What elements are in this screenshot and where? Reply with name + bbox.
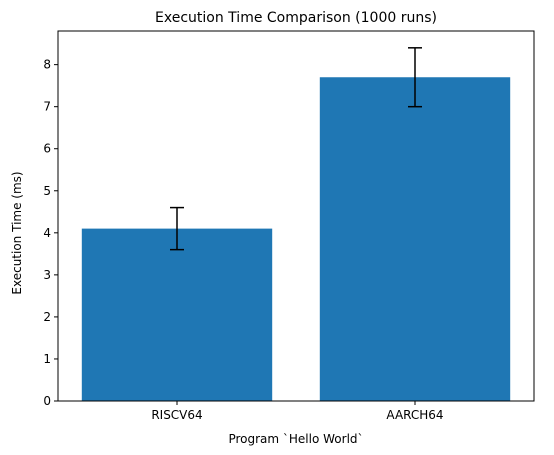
axes-frame [57, 30, 535, 402]
y-tick-label: 2 [43, 310, 51, 324]
y-tick-label: 4 [43, 226, 51, 240]
y-tick-label: 5 [43, 184, 51, 198]
x-tick-label-aarch64: AARCH64 [386, 408, 443, 422]
bar-riscv64 [81, 228, 273, 401]
bar-aarch64 [319, 77, 511, 401]
y-axis-label: Execution Time (ms) [10, 171, 24, 294]
y-tick-label: 6 [43, 142, 51, 156]
chart-title: Execution Time Comparison (1000 runs) [155, 10, 437, 26]
y-tick-label: 8 [43, 58, 51, 72]
plot-area: 0 1 2 3 4 5 6 7 8 RISCV64 AARCH64 [43, 30, 535, 422]
y-tick-label: 1 [43, 352, 51, 366]
y-tick-label: 0 [43, 394, 51, 408]
y-tick-label: 7 [43, 100, 51, 114]
x-tick-label-riscv64: RISCV64 [151, 408, 202, 422]
y-tick-label: 3 [43, 268, 51, 282]
x-axis-label: Program `Hello World` [228, 432, 363, 446]
